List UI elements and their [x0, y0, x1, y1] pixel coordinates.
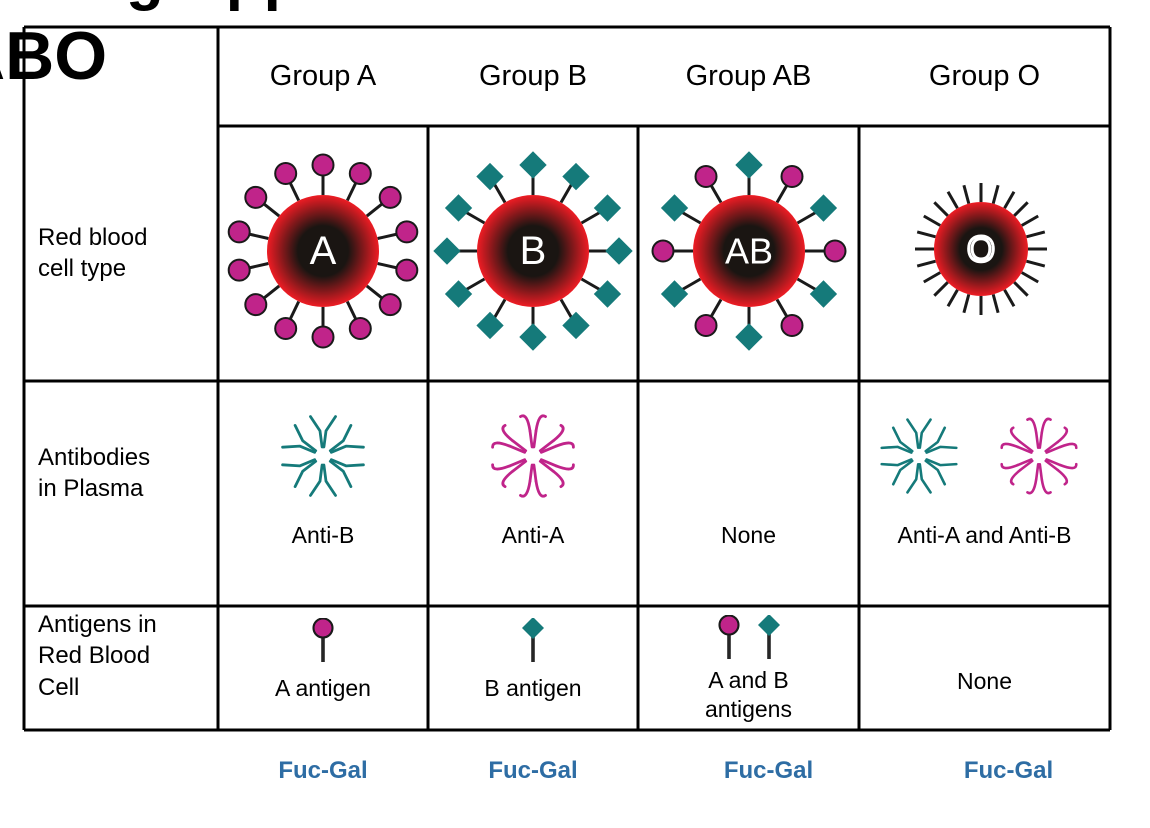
svg-text:O: O: [966, 229, 994, 270]
svg-text:A: A: [310, 229, 337, 273]
svg-text:AB: AB: [724, 231, 772, 272]
svg-text:B: B: [520, 229, 547, 273]
